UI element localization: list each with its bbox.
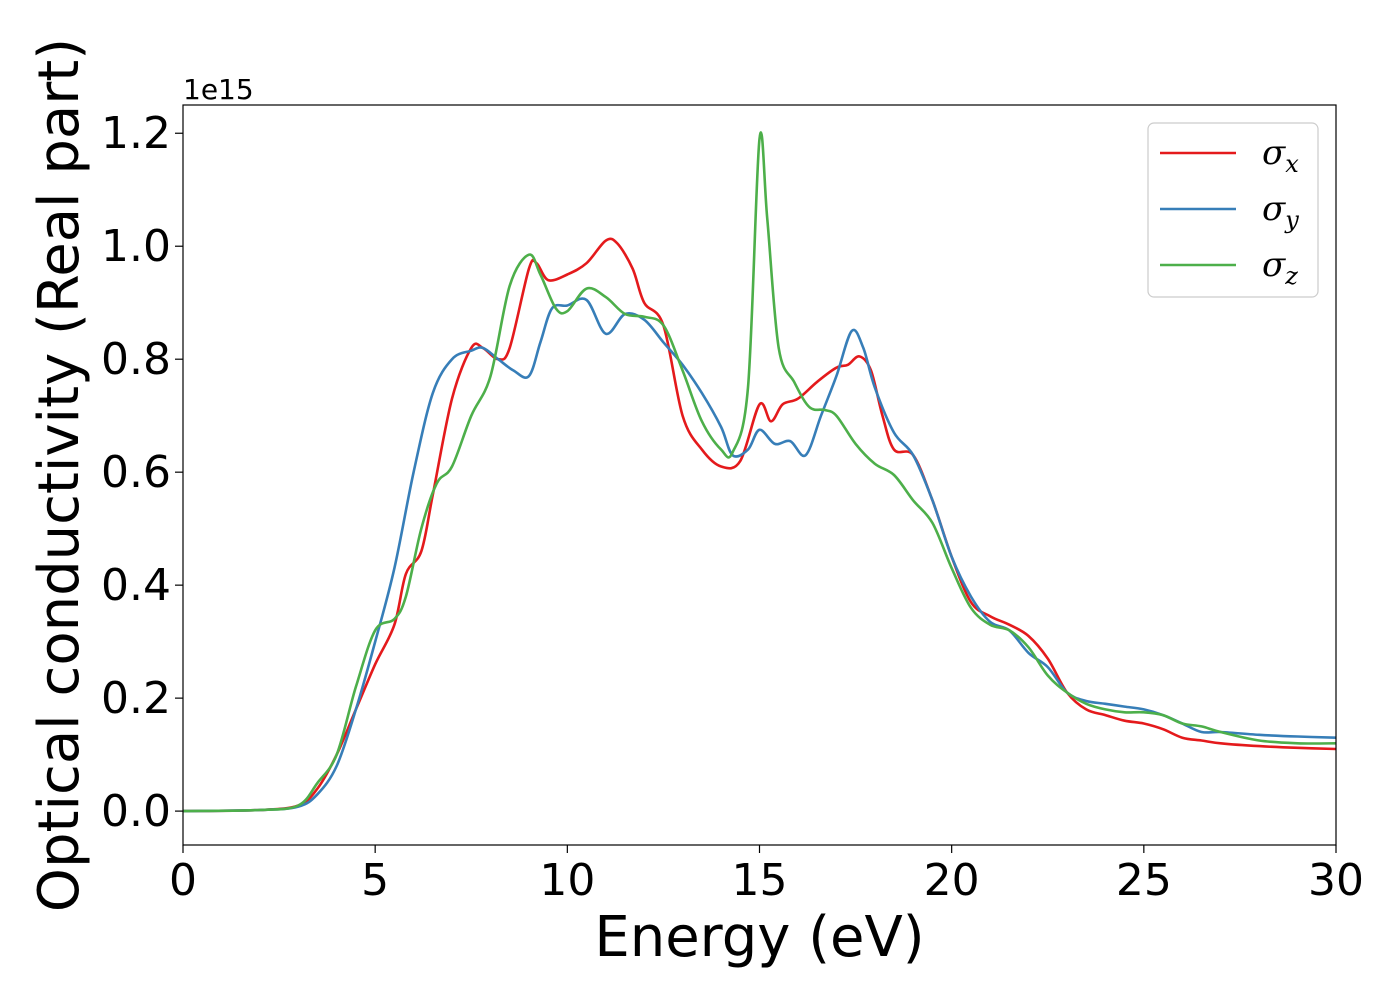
series-line-z [182,131,1337,813]
legend-label-z: σz [1262,245,1298,290]
y-axis-ticks: 0.0 0.2 0.4 0.6 0.8 1.0 1.2 [101,108,183,837]
x-tick-label: 30 [1308,855,1364,906]
x-tick-label: 5 [361,855,389,906]
x-tick-label: 25 [1116,855,1172,906]
x-axis-title: Energy (eV) [594,905,924,970]
legend-label-y: σy [1262,189,1299,234]
legend: σx σy σz [1147,122,1319,298]
x-tick-label: 20 [924,855,980,906]
x-axis-ticks: 0 5 10 15 20 25 30 [169,845,1364,906]
y-tick-label: 0.6 [101,447,171,498]
y-tick-label: 0.4 [101,560,171,611]
series-lines [182,131,1337,813]
y-tick-label: 0.0 [101,786,171,837]
y-tick-label: 1.0 [101,221,171,272]
series-line-y [182,297,1337,813]
y-axis-title: Optical conductivity (Real part) [27,38,92,912]
legend-label-x: σx [1262,133,1299,178]
y-tick-label: 1.2 [101,108,171,159]
y-offset-label: 1e15 [183,73,254,106]
y-tick-label: 0.8 [101,334,171,385]
plot-frame [182,104,1337,846]
x-tick-label: 0 [169,855,197,906]
x-tick-label: 10 [539,855,595,906]
series-line-x [182,237,1337,813]
y-tick-label: 0.2 [101,673,171,724]
x-tick-label: 15 [732,855,788,906]
